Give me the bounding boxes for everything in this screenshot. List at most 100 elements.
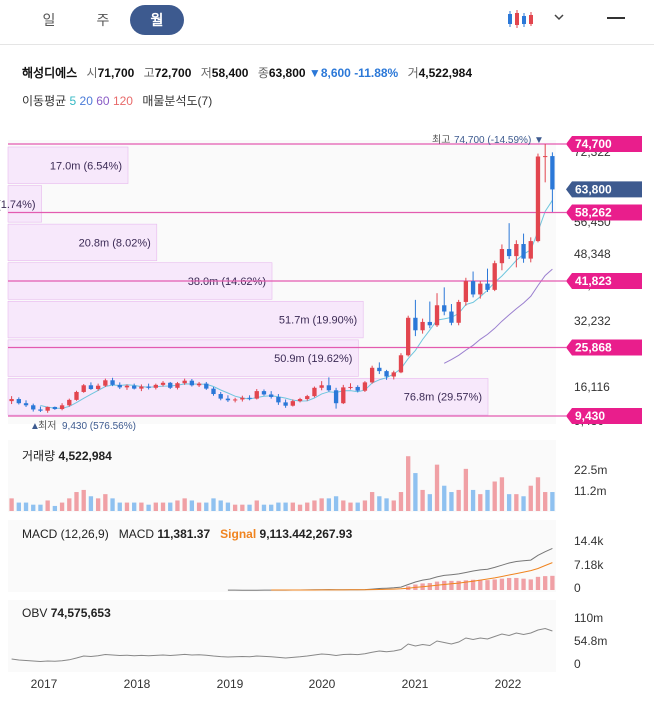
volume-bar <box>110 498 115 511</box>
candle-body <box>312 387 317 397</box>
price-tag-label: 58,262 <box>575 206 612 220</box>
macd-y-tick: 14.4k <box>574 534 604 548</box>
price-tag-label: 9,430 <box>575 409 605 423</box>
volume-bar <box>463 468 469 511</box>
candle-body <box>182 380 187 384</box>
volume-panel-label: 거래량 4,522,984 <box>22 449 112 463</box>
stock-chart[interactable]: 17.0m (6.54%) 4.52m (1.74%) 20.8m (8.02%) 3… <box>0 120 654 700</box>
volume-bar <box>38 504 43 511</box>
volume-bar <box>333 496 339 511</box>
candle-body <box>74 391 79 400</box>
close-label: 종 <box>257 66 269 80</box>
volume-profile-bar <box>7 378 489 416</box>
candle-body <box>348 386 353 388</box>
period-tabs: 일 주 월 <box>0 0 654 45</box>
x-tick-label: 2022 <box>495 677 522 691</box>
volume-bar <box>297 504 303 511</box>
volume-bar <box>247 504 252 511</box>
macd-histogram-bar <box>550 575 555 590</box>
ma-label[interactable]: 이동평균 <box>22 94 67 108</box>
candle-body <box>196 383 202 386</box>
candle-body <box>463 281 469 302</box>
volume-bar <box>528 485 533 511</box>
tab-day[interactable]: 일 <box>42 12 56 28</box>
candle-body <box>88 385 94 390</box>
volume-bar <box>514 494 519 511</box>
max-marker-prefix: 최고 <box>432 134 450 146</box>
change-arrow-icon: ▼ <box>308 66 321 80</box>
candle-body <box>391 372 396 377</box>
volume-bar <box>88 496 94 511</box>
volume-profile-bar <box>7 185 42 223</box>
volume-bar <box>535 477 541 511</box>
volume-bar <box>348 502 353 511</box>
candle-body <box>283 402 288 406</box>
candle-body <box>261 391 267 395</box>
tab-month[interactable]: 월 <box>130 5 184 35</box>
volume-bar <box>506 494 512 511</box>
volume-bar <box>305 502 310 511</box>
obv-y-tick: 54.8m <box>574 634 607 648</box>
volume-profile-label[interactable]: 매물분석도(7) <box>142 94 213 108</box>
volume-bar <box>168 502 173 511</box>
candle-body <box>175 383 180 388</box>
volume-bar <box>211 498 216 511</box>
candle-body <box>377 367 382 372</box>
candle-body <box>341 387 346 404</box>
price-tag-label: 74,700 <box>575 137 612 151</box>
min-marker-prefix: 최저 <box>38 420 56 432</box>
candle-body <box>189 380 195 386</box>
volume-bar <box>196 502 202 511</box>
candle-body <box>543 156 548 158</box>
volume-profile-label: 4.52m (1.74%) <box>0 199 36 211</box>
price-tag-bg <box>566 181 642 198</box>
candle-body <box>117 384 122 388</box>
volume-bar <box>276 502 281 511</box>
chevron-down-icon[interactable] <box>553 11 565 23</box>
candle-body <box>319 385 324 388</box>
candle-body <box>550 156 555 190</box>
price-tag-bg <box>566 339 642 356</box>
volume-bar <box>362 500 368 511</box>
volume-profile-bar <box>7 300 364 339</box>
price-tag-bg <box>566 204 642 221</box>
volume-bar <box>67 498 72 511</box>
macd-histogram-bar <box>434 581 440 590</box>
volume-label: 거 <box>407 66 419 80</box>
x-tick-label: 2020 <box>309 677 336 691</box>
macd-histogram-bar <box>427 583 432 590</box>
candle-body <box>297 399 303 402</box>
menu-icon[interactable] <box>607 17 625 19</box>
candlestick-chart-icon[interactable] <box>506 8 534 30</box>
volume-bar <box>391 500 396 511</box>
tab-week[interactable]: 주 <box>96 12 110 28</box>
volume-bar <box>377 496 382 511</box>
indicator-legend: 이동평균 5 20 60 120 매물분석도(7) <box>22 92 212 109</box>
candle-body <box>9 399 14 402</box>
candle-body <box>384 371 389 377</box>
macd-histogram-bar <box>456 580 461 590</box>
candle-body <box>456 301 461 323</box>
volume-bar <box>23 502 29 511</box>
candle-body <box>168 382 173 388</box>
candle-body <box>413 317 418 331</box>
close-value: 63,800 <box>268 66 306 80</box>
volume-bar <box>492 481 497 511</box>
candle-body <box>269 394 274 397</box>
volume-bar <box>470 489 476 511</box>
volume-bar <box>434 464 440 511</box>
candle-body <box>305 396 310 400</box>
candle-body <box>406 317 411 356</box>
candle-body <box>16 399 21 404</box>
price-tag-label: 41,823 <box>575 274 612 288</box>
candle-body <box>506 249 512 257</box>
macd-y-tick: 0 <box>574 581 581 595</box>
candle-body <box>369 367 375 383</box>
volume-bar <box>240 504 245 511</box>
volume-profile-label: 50.9m (19.62%) <box>274 353 352 365</box>
candle-body <box>478 283 483 295</box>
volume-bar <box>543 492 548 511</box>
candle-body <box>232 399 238 401</box>
candle-body <box>420 321 425 331</box>
candle-body <box>355 386 360 391</box>
